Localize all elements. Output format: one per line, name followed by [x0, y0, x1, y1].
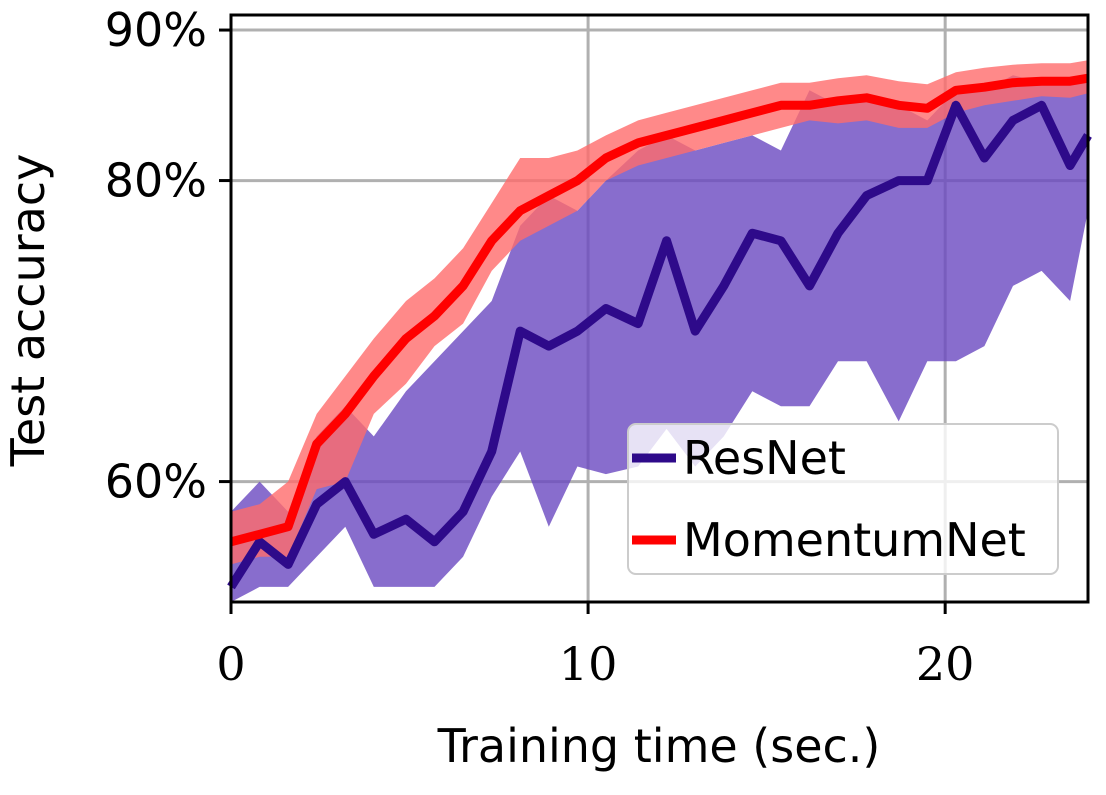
band-resnet: [231, 75, 1088, 602]
series-lines: [227, 73, 1092, 590]
legend-label-resnet: ResNet: [683, 431, 846, 485]
y-tick-label: 90%: [105, 3, 207, 57]
x-tick-label: 20: [916, 637, 975, 691]
x-axis-label: Training time (sec.): [437, 719, 881, 773]
y-tick-label: 80%: [105, 154, 207, 208]
line-momentumnet: [229, 73, 1089, 547]
y-tick-label: 60%: [105, 455, 207, 509]
x-tick-label: 0: [216, 637, 245, 691]
axis-ticks: 0 10 20 60% 80% 90%: [105, 3, 975, 691]
plot-frame: [229, 13, 1090, 604]
x-tick-label: 10: [559, 637, 618, 691]
y-axis-label: Test accuracy: [1, 154, 55, 468]
legend: ResNet MomentumNet: [627, 423, 1059, 575]
legend-label-momentumnet: MomentumNet: [683, 513, 1026, 567]
band-momentumnet: [231, 60, 1088, 565]
legend-box: [627, 423, 1059, 575]
confidence-bands: [231, 60, 1088, 602]
line-resnet: [227, 100, 1092, 590]
